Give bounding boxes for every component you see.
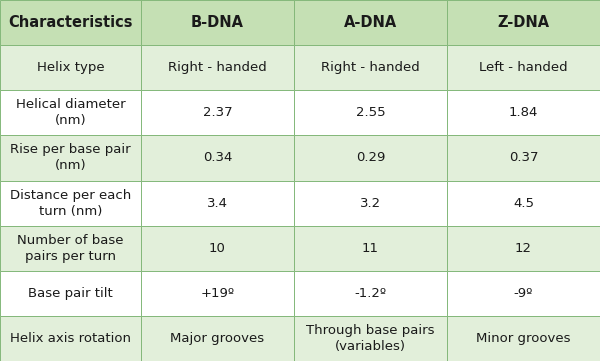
Bar [447, 180, 600, 226]
Text: Distance per each
turn (nm): Distance per each turn (nm) [10, 188, 131, 218]
Text: 0.29: 0.29 [356, 151, 385, 165]
Text: -1.2º: -1.2º [355, 287, 386, 300]
Text: Left - handed: Left - handed [479, 61, 568, 74]
Bar [141, 271, 294, 316]
Text: A-DNA: A-DNA [344, 15, 397, 30]
Bar [447, 226, 600, 271]
Bar [0, 0, 141, 45]
Bar [141, 135, 294, 180]
Bar [141, 45, 294, 90]
Bar [447, 45, 600, 90]
Text: 11: 11 [362, 242, 379, 255]
Bar [447, 90, 600, 135]
Bar [294, 226, 447, 271]
Bar [294, 271, 447, 316]
Text: 1.84: 1.84 [509, 106, 538, 119]
Text: 0.34: 0.34 [203, 151, 232, 165]
Text: Minor grooves: Minor grooves [476, 332, 571, 345]
Text: 10: 10 [209, 242, 226, 255]
Text: Characteristics: Characteristics [8, 15, 133, 30]
Text: Number of base
pairs per turn: Number of base pairs per turn [17, 234, 124, 263]
Bar [294, 90, 447, 135]
Bar [0, 45, 141, 90]
Text: Rise per base pair
(nm): Rise per base pair (nm) [10, 143, 131, 173]
Bar [447, 0, 600, 45]
Text: 3.2: 3.2 [360, 196, 381, 210]
Bar [141, 316, 294, 361]
Text: Through base pairs
(variables): Through base pairs (variables) [306, 324, 435, 353]
Bar [141, 180, 294, 226]
Text: Base pair tilt: Base pair tilt [28, 287, 113, 300]
Text: -9º: -9º [514, 287, 533, 300]
Text: 0.37: 0.37 [509, 151, 538, 165]
Bar [141, 90, 294, 135]
Bar [141, 226, 294, 271]
Text: Helical diameter
(nm): Helical diameter (nm) [16, 98, 125, 127]
Text: Major grooves: Major grooves [170, 332, 265, 345]
Text: Helix type: Helix type [37, 61, 104, 74]
Text: Right - handed: Right - handed [321, 61, 420, 74]
Bar [141, 0, 294, 45]
Bar [294, 135, 447, 180]
Bar [294, 316, 447, 361]
Text: 2.55: 2.55 [356, 106, 385, 119]
Text: 12: 12 [515, 242, 532, 255]
Bar [0, 271, 141, 316]
Text: B-DNA: B-DNA [191, 15, 244, 30]
Text: Right - handed: Right - handed [168, 61, 267, 74]
Text: Z-DNA: Z-DNA [497, 15, 550, 30]
Bar [294, 180, 447, 226]
Bar [294, 45, 447, 90]
Text: +19º: +19º [200, 287, 235, 300]
Bar [0, 180, 141, 226]
Bar [447, 316, 600, 361]
Text: Helix axis rotation: Helix axis rotation [10, 332, 131, 345]
Bar [0, 316, 141, 361]
Bar [447, 271, 600, 316]
Text: 2.37: 2.37 [203, 106, 232, 119]
Text: 4.5: 4.5 [513, 196, 534, 210]
Bar [0, 135, 141, 180]
Bar [0, 90, 141, 135]
Text: 3.4: 3.4 [207, 196, 228, 210]
Bar [0, 226, 141, 271]
Bar [294, 0, 447, 45]
Bar [447, 135, 600, 180]
